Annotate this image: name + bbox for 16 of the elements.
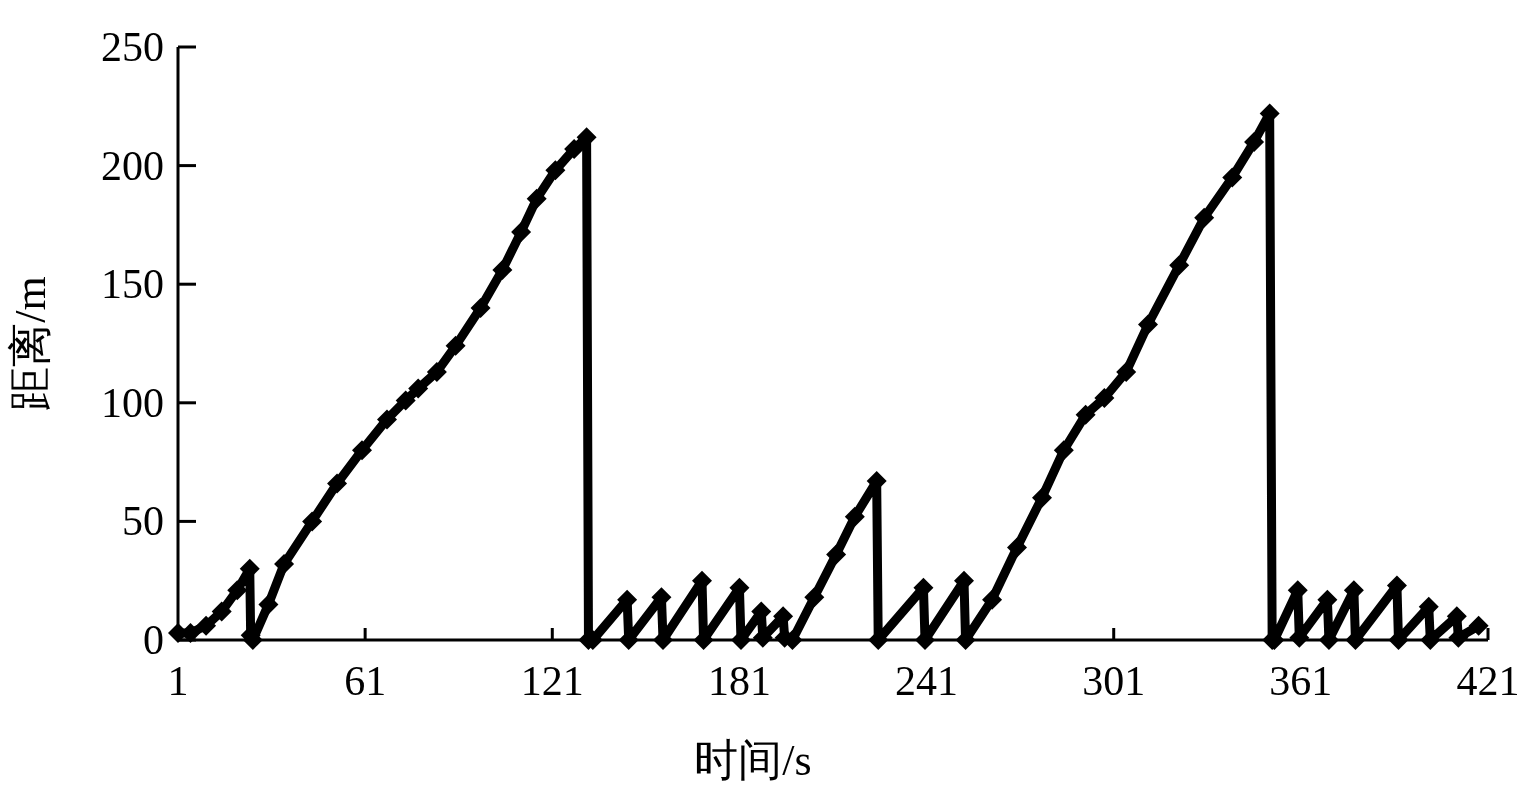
x-axis-title: 时间/s — [694, 736, 812, 785]
y-tick-label: 100 — [101, 379, 164, 426]
x-tick-label: 241 — [895, 658, 959, 704]
y-tick-label: 250 — [101, 24, 164, 70]
y-axis-title: 距离/m — [6, 276, 55, 411]
x-tick-label: 361 — [1269, 658, 1333, 704]
y-tick-label: 150 — [101, 261, 164, 308]
x-tick-label: 61 — [344, 658, 387, 704]
x-tick-label: 181 — [707, 658, 771, 704]
x-tick-label: 301 — [1082, 658, 1146, 704]
y-tick-label: 0 — [143, 617, 164, 663]
x-tick-label: 421 — [1456, 658, 1520, 704]
y-tick-label: 200 — [101, 142, 164, 189]
x-tick-label: 1 — [167, 658, 189, 704]
y-tick-label: 50 — [122, 498, 164, 545]
x-tick-label: 121 — [520, 658, 584, 704]
